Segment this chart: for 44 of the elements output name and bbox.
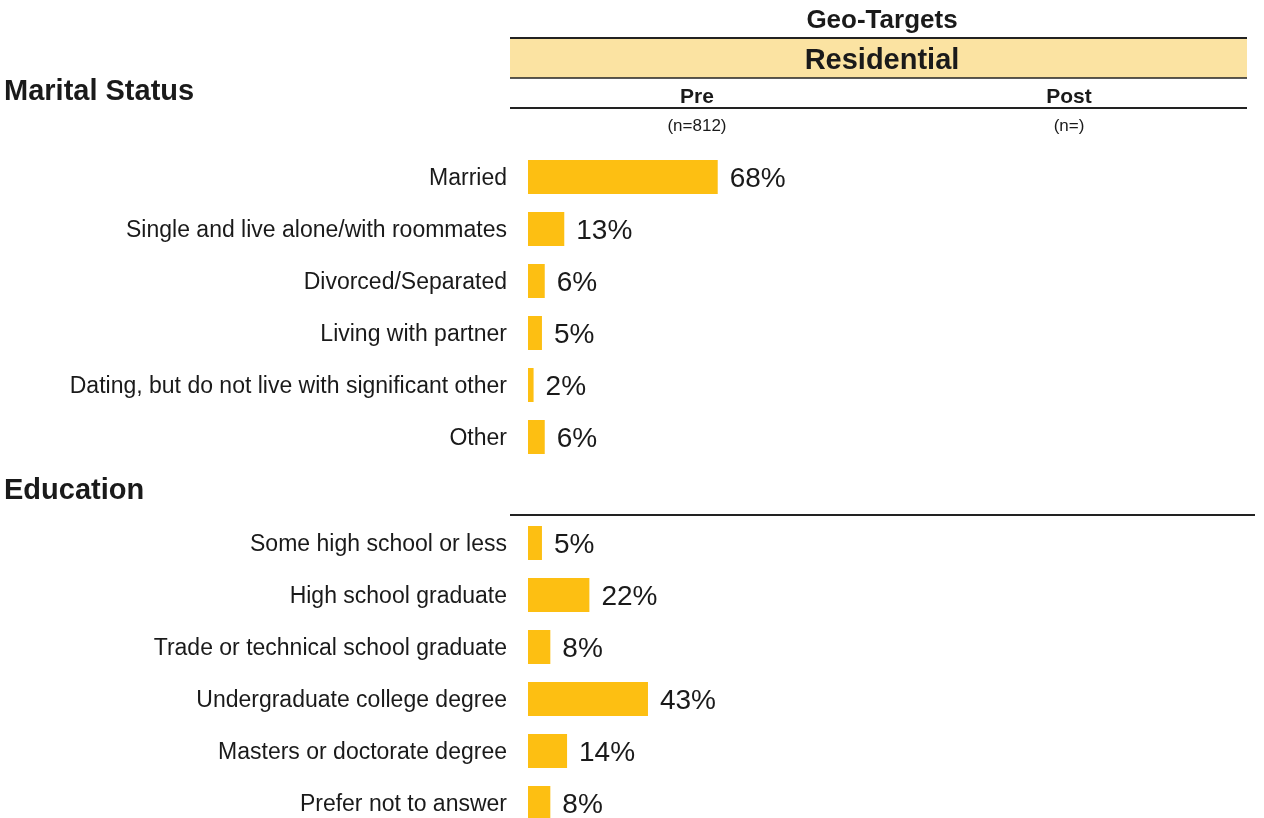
text: Education	[4, 473, 145, 505]
data-label: 43%	[659, 684, 717, 715]
data-label: 8%	[562, 632, 603, 663]
bar	[528, 368, 534, 402]
bar	[528, 316, 542, 350]
data-label: 22%	[601, 580, 658, 611]
y-tick-label: Some high school or less	[250, 530, 507, 556]
bar	[528, 630, 551, 664]
bar	[528, 526, 542, 560]
bar	[528, 734, 568, 768]
data-label: 5%	[553, 318, 595, 349]
y-tick-label: Other	[449, 424, 508, 450]
y-tick-label: Dating, but do not live with significant other	[69, 372, 508, 398]
y-tick-label: Living with partner	[320, 320, 508, 346]
y-tick-label: Masters or doctorate degree	[218, 738, 507, 764]
text: Pre	[680, 84, 714, 107]
bar	[528, 264, 545, 298]
data-label: 2%	[545, 370, 587, 401]
text: (n=)	[1053, 116, 1085, 135]
y-tick-label: High school graduate	[289, 582, 507, 608]
data-label: 8%	[562, 788, 603, 818]
text: Marital Status	[4, 74, 195, 106]
y-tick-label: Divorced/Separated	[303, 268, 507, 294]
y-tick-label: Married	[429, 164, 507, 190]
data-label: 13%	[576, 214, 633, 245]
y-tick-label: Undergraduate college degree	[196, 686, 507, 712]
text: (n=812)	[667, 116, 727, 135]
text: Post	[1046, 84, 1092, 107]
data-label: 5%	[553, 528, 595, 559]
text: Geo-Targets	[806, 4, 958, 34]
bar	[528, 420, 545, 454]
bar	[528, 212, 565, 246]
y-tick-label: Prefer not to answer	[299, 790, 508, 816]
data-label: 6%	[556, 266, 598, 297]
bar	[528, 160, 718, 194]
data-label: 14%	[579, 736, 636, 767]
y-tick-label: Trade or technical school graduate	[153, 634, 507, 660]
y-tick-label: Single and live alone/with roommates	[126, 216, 507, 242]
bar	[528, 578, 590, 612]
bar	[528, 682, 648, 716]
data-label: 6%	[556, 422, 598, 453]
bar	[528, 786, 551, 818]
data-label: 68%	[729, 162, 786, 193]
text: Residential	[804, 43, 960, 75]
